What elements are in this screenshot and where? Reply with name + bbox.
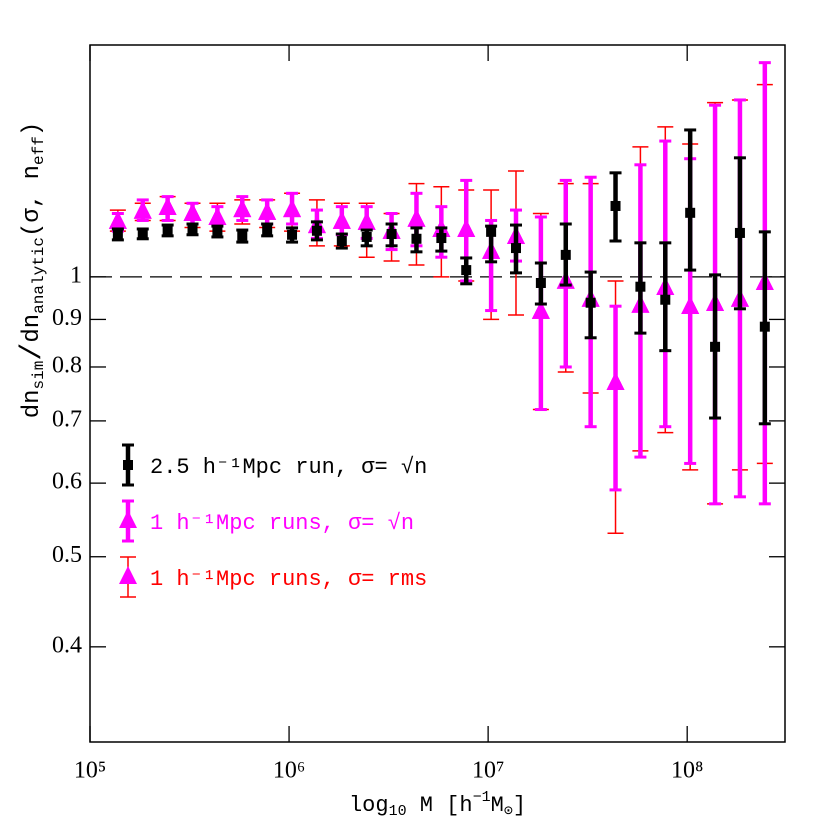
marker [258, 201, 277, 220]
marker [407, 208, 426, 227]
marker [411, 233, 422, 244]
marker [585, 297, 596, 308]
marker [187, 223, 198, 234]
marker [133, 200, 152, 219]
y-tick-label: 0.4 [52, 632, 82, 658]
y-tick-label: 0.7 [52, 406, 82, 432]
marker [759, 321, 770, 332]
x-tick-label: 10⁶ [273, 758, 305, 784]
y-tick-label: 0.6 [52, 469, 82, 495]
marker [535, 277, 546, 288]
marker [112, 229, 123, 240]
x-tick-label: 10⁸ [671, 758, 703, 784]
marker [183, 202, 202, 221]
marker [681, 296, 700, 315]
marker [560, 249, 571, 260]
x-tick-label: 10⁵ [74, 758, 106, 784]
marker [357, 211, 376, 230]
x-axis-label-part: ⊙ [504, 803, 513, 820]
marker [332, 210, 351, 229]
y-axis-label-part: sim [30, 361, 48, 390]
marker [262, 225, 273, 236]
legend-label: 1 h⁻¹Mpc runs, σ= √n [150, 511, 414, 536]
x-axis-label: log10 M [h−1M⊙] [349, 789, 526, 820]
marker [386, 229, 397, 240]
marker [660, 294, 671, 305]
marker [237, 230, 248, 241]
marker [287, 229, 298, 240]
marker [311, 225, 322, 236]
y-tick-label: 1 [70, 262, 82, 288]
plot-frame [89, 44, 786, 743]
marker [457, 219, 476, 238]
marker [137, 229, 148, 240]
marker [734, 227, 745, 238]
x-axis-label-part: M [h [407, 793, 473, 818]
y-tick-label: 0.8 [52, 352, 82, 378]
y-tick-label: 0.5 [52, 542, 82, 568]
marker [336, 235, 347, 246]
x-axis-label-part: −1 [473, 789, 491, 806]
y-axis-label-part: dn [19, 314, 46, 343]
marker [108, 210, 127, 229]
legend-marker [123, 460, 133, 470]
y-tick-label: 0.9 [52, 305, 82, 331]
x-tick-label: 10⁷ [472, 758, 504, 784]
y-axis-label-part: analytic [30, 237, 48, 314]
marker [486, 226, 497, 237]
marker [233, 199, 252, 218]
marker [208, 207, 227, 226]
marker [685, 207, 696, 218]
marker [610, 200, 621, 211]
marker [710, 341, 721, 352]
legend-marker [119, 566, 137, 584]
y-axis-label-part: (σ, n [19, 165, 46, 237]
marker [162, 225, 173, 236]
marker [212, 225, 223, 236]
y-axis-label-part: ) [19, 122, 46, 136]
marker [531, 300, 550, 319]
marker [606, 371, 625, 390]
x-axis-label-part: 10 [389, 803, 407, 820]
x-axis-label-part: log [349, 793, 389, 818]
y-axis-label-part: dn [19, 389, 46, 418]
legend-label: 1 h⁻¹Mpc runs, σ= rms [150, 567, 427, 592]
marker [361, 231, 372, 242]
legend-marker [119, 510, 137, 528]
x-axis-label-part: ] [513, 793, 526, 818]
marker [461, 265, 472, 276]
y-axis-label: dnsim/dnanalytic(σ, neff) [16, 122, 50, 419]
marker [510, 243, 521, 254]
y-axis-label-part: / [16, 343, 50, 361]
marker [436, 233, 447, 244]
marker [283, 199, 302, 218]
legend-label: 2.5 h⁻¹Mpc run, σ= √n [150, 455, 427, 480]
marker [158, 197, 177, 216]
y-axis-label-part: eff [30, 136, 48, 165]
marker [635, 281, 646, 292]
x-axis-label-part: M [491, 793, 504, 818]
